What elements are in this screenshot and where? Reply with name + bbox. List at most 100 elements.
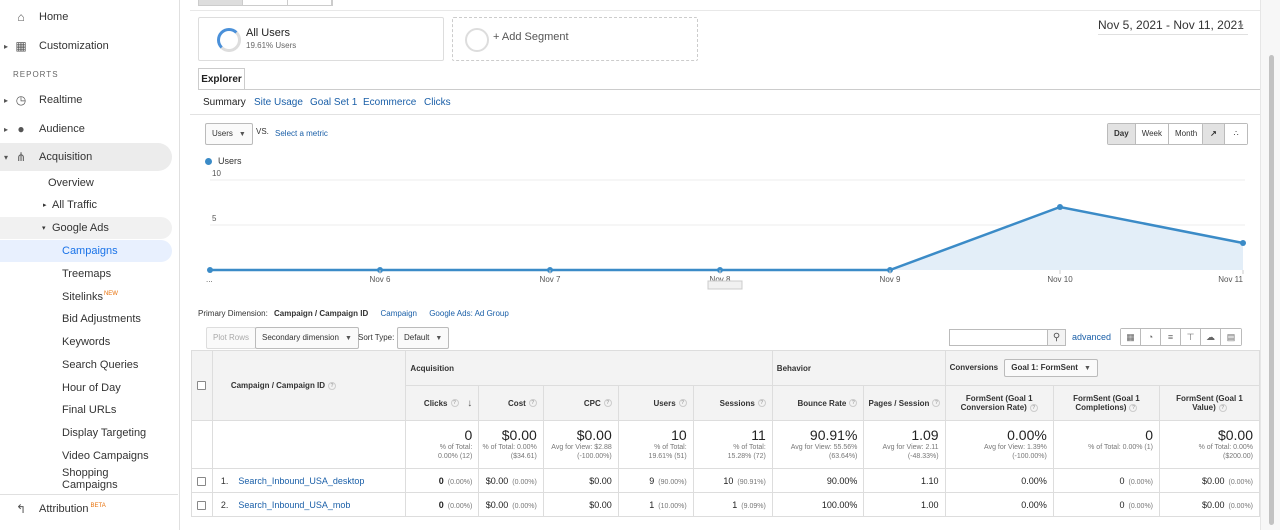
add-segment-button[interactable]: + Add Segment [452, 17, 698, 61]
total-cell: $0.00% of Total: 0.00% ($200.00) [1159, 420, 1260, 469]
sidebar-item-display-targeting[interactable]: Display Targeting [0, 422, 172, 444]
sidebar-item-audience[interactable]: ▸ ● Audience [0, 116, 178, 142]
cell-percentage: (0.00%) [512, 502, 537, 510]
date-range-picker[interactable]: Nov 5, 2021 - Nov 11, 2021 [1098, 18, 1244, 32]
total-cell: $0.00% of Total: 0.00% ($34.61) [478, 420, 544, 469]
motion-chart-icon[interactable]: ∴ [1225, 124, 1247, 144]
secondary-dimension-select[interactable]: Secondary dimension ▼ [255, 327, 359, 349]
column-header[interactable]: FormSent (Goal 1 Value)? [1159, 385, 1260, 421]
sidebar-item-campaigns[interactable]: Campaigns [0, 240, 172, 262]
sort-type-value: Default [404, 333, 430, 342]
users-line-chart: 10 5... Nov 6 Nov 7 Nov 8 Nov 9 Nov 10 Nov 11 [206, 170, 1246, 290]
row-checkbox[interactable] [197, 500, 207, 510]
cell-value: 1.00 [921, 499, 939, 510]
cell-value: 0 [1119, 499, 1125, 510]
help-icon[interactable]: ? [328, 381, 337, 390]
help-icon[interactable]: ? [1218, 403, 1227, 412]
acquisition-icon: ⋔ [15, 150, 27, 164]
period-month-button[interactable]: Month [1169, 124, 1204, 144]
sidebar-item-attribution[interactable]: ↰ Attribution BETA [0, 496, 178, 522]
chart-resize-handle[interactable] [707, 280, 743, 290]
column-header[interactable]: Users? [617, 385, 694, 421]
cell-percentage: (0.00%) [512, 478, 537, 486]
help-icon[interactable]: ? [678, 399, 687, 408]
column-header[interactable]: Bounce Rate? [771, 385, 865, 421]
sidebar-item-hour-of-day[interactable]: Hour of Day [0, 377, 172, 399]
sidebar-item-keywords[interactable]: Keywords [0, 331, 172, 353]
sort-arrow-icon[interactable]: ↓ [464, 397, 473, 409]
x-tick-label: Nov 11 [1218, 275, 1243, 284]
metric-select[interactable]: Users ▼ [205, 123, 253, 145]
column-header-campaign[interactable]: Campaign / Campaign ID? [211, 350, 407, 421]
primary-dimension-current[interactable]: Campaign / Campaign ID [274, 309, 369, 318]
column-header[interactable]: FormSent (Goal 1 Completions)? [1052, 385, 1161, 421]
campaign-link[interactable]: Search_Inbound_USA_desktop [238, 475, 365, 486]
table-cell: 10 (90.91%) [692, 468, 773, 493]
column-header[interactable]: Clicks? ↓ [405, 385, 480, 421]
help-icon[interactable]: ? [450, 399, 459, 408]
select-metric-link[interactable]: Select a metric [275, 129, 328, 138]
sidebar-item-shopping-campaigns[interactable]: Shopping Campaigns [0, 467, 172, 491]
sidebar-item-customization[interactable]: ▸ ▦ Customization [0, 33, 178, 59]
dimension-ad-group-link[interactable]: Google Ads: Ad Group [429, 309, 509, 318]
segment-all-users[interactable]: All Users 19.61% Users [198, 17, 444, 61]
help-icon[interactable]: ? [603, 399, 612, 408]
pie-view-icon[interactable]: ◔ [1141, 329, 1161, 345]
column-header[interactable]: Cost? [478, 385, 544, 421]
sidebar-item-video-campaigns[interactable]: Video Campaigns [0, 445, 172, 467]
campaign-link[interactable]: Search_Inbound_USA_mob [238, 499, 351, 510]
subtab-summary[interactable]: Summary [203, 97, 246, 108]
column-header[interactable]: CPC? [542, 385, 619, 421]
help-icon[interactable]: ? [932, 399, 941, 408]
sidebar-item-acquisition[interactable]: ▾ ⋔ Acquisition [0, 143, 172, 171]
advanced-filter-link[interactable]: advanced [1072, 332, 1112, 342]
tab-explorer[interactable]: Explorer [198, 68, 245, 90]
subtab-site-usage[interactable]: Site Usage [254, 97, 303, 108]
sort-type-select[interactable]: Default ▼ [397, 327, 450, 349]
subtab-clicks[interactable]: Clicks [424, 97, 451, 108]
sidebar-item-final-urls[interactable]: Final URLs [0, 399, 172, 421]
total-note: (63.64%) [828, 453, 858, 460]
column-header[interactable]: Sessions? [692, 385, 773, 421]
totals-blank-cell [191, 420, 213, 469]
period-week-button[interactable]: Week [1135, 124, 1169, 144]
top-toolbar-buttons[interactable] [198, 0, 333, 6]
help-icon[interactable]: ? [757, 399, 766, 408]
select-all-checkbox[interactable] [197, 381, 207, 391]
column-header[interactable]: Pages / Session? [863, 385, 946, 421]
subtab-ecommerce[interactable]: Ecommerce [363, 97, 417, 108]
sidebar-item-google-ads[interactable]: ▾ Google Ads [0, 217, 172, 239]
help-icon[interactable]: ? [528, 399, 537, 408]
column-header[interactable]: FormSent (Goal 1 Conversion Rate)? [944, 385, 1054, 421]
scrollbar[interactable] [1260, 0, 1280, 530]
performance-view-icon[interactable]: ≡ [1161, 329, 1181, 345]
clock-icon: ◷ [15, 93, 27, 107]
sidebar-item-bid-adjustments[interactable]: Bid Adjustments [0, 308, 172, 330]
table-view-icon[interactable]: ▦ [1121, 329, 1141, 345]
search-icon[interactable]: ⚲ [1047, 329, 1066, 346]
sidebar-item-overview[interactable]: Overview [0, 172, 172, 194]
plot-rows-button[interactable]: Plot Rows [206, 327, 257, 349]
goal-select[interactable]: Goal 1: FormSent ▼ [1004, 359, 1098, 377]
line-chart-icon[interactable]: ↗ [1203, 124, 1225, 144]
dimension-campaign-link[interactable]: Campaign [380, 309, 417, 318]
term-cloud-icon[interactable]: ☁ [1201, 329, 1221, 345]
caret-down-icon: ▼ [1083, 365, 1091, 372]
row-checkbox[interactable] [197, 476, 207, 486]
help-icon[interactable]: ? [849, 399, 858, 408]
help-icon[interactable]: ? [1029, 403, 1038, 412]
sidebar-item-treemaps[interactable]: Treemaps [0, 263, 172, 285]
pivot-view-icon[interactable]: ▤ [1221, 329, 1241, 345]
sidebar-item-realtime[interactable]: ▸ ◷ Realtime [0, 87, 178, 113]
comparison-view-icon[interactable]: ⊤ [1181, 329, 1201, 345]
sidebar-item-sitelinks[interactable]: SitelinksNEW [0, 286, 172, 308]
subtab-goal-set-1[interactable]: Goal Set 1 [310, 97, 358, 108]
cell-percentage: (10.00%) [658, 502, 687, 510]
scrollbar-thumb[interactable] [1269, 55, 1274, 525]
period-day-button[interactable]: Day [1108, 124, 1136, 144]
sidebar-item-home[interactable]: ⌂ Home [0, 4, 178, 30]
sidebar-item-search-queries[interactable]: Search Queries [0, 354, 172, 376]
sidebar-item-all-traffic[interactable]: ▸ All Traffic [0, 194, 172, 216]
chevron-down-icon[interactable]: ▼ [1237, 22, 1245, 31]
help-icon[interactable]: ? [1129, 403, 1138, 412]
